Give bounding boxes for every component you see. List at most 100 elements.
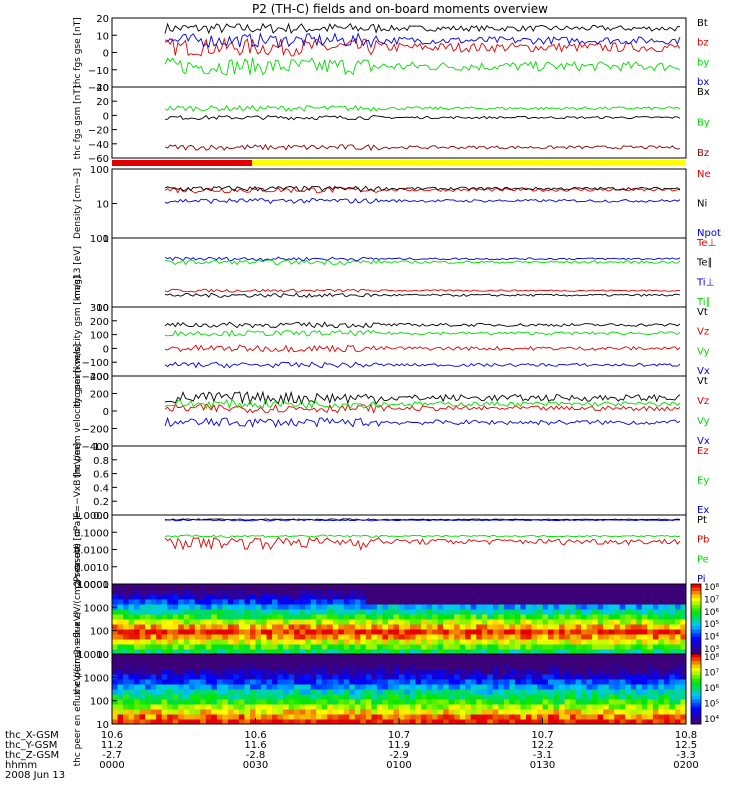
spectrogram-cell [619,709,626,715]
spectrogram-cell [625,714,632,720]
spectrogram-cell [167,654,174,660]
spectrogram-cell [542,659,549,665]
spectrogram-cell [415,674,422,680]
spectrogram-cell [183,594,190,600]
spectrogram-cell [112,634,119,640]
spectrogram-cell [189,624,196,630]
y-tick-label: −200 [82,425,109,436]
spectrogram-cell [172,674,179,680]
spectrogram-cell [399,599,406,605]
spectrogram-cell [194,694,201,700]
spectrogram-cell [332,639,339,645]
spectrogram-cell [641,604,648,610]
spectrogram-cell [321,604,328,610]
spectrogram-cell [277,614,284,620]
spectrogram-cell [205,589,212,595]
spectrogram-cell [222,699,229,705]
spectrogram-cell [305,594,312,600]
spectrogram-cell [525,659,532,665]
spectrogram-cell [454,584,461,590]
spectrogram-cell [349,674,356,680]
spectrogram-cell [503,714,510,720]
spectrogram-cell [421,644,428,650]
spectrogram-cell [338,714,345,720]
spectrogram-cell [294,614,301,620]
spectrogram-cell [608,719,615,725]
spectrogram-cell [117,679,124,685]
spectrogram-cell [288,609,295,615]
spectrogram-cell [581,634,588,640]
spectrogram-cell [387,714,394,720]
spectrogram-cell [619,644,626,650]
spectrogram-cell [630,664,637,670]
spectrogram-cell [680,674,687,680]
spectrogram-cell [542,709,549,715]
spectrogram-cell [327,639,334,645]
spectrogram-cell [277,609,284,615]
spectrogram-cell [134,599,141,605]
spectrogram-cell [465,659,472,665]
spectrogram-cell [222,719,229,725]
spectrogram-cell [542,644,549,650]
spectrogram-cell [614,674,621,680]
spectrogram-cell [525,634,532,640]
spectrogram-cell [145,589,152,595]
spectrogram-cell [354,609,361,615]
spectrogram-cell [222,674,229,680]
spectrogram-cell [288,704,295,710]
mode-bar-slow [112,160,252,166]
spectrogram-cell [399,629,406,635]
spectrogram-cell [492,699,499,705]
spectrogram-cell [266,714,273,720]
spectrogram-cell [564,619,571,625]
spectrogram-cell [531,669,538,675]
spectrogram-cell [476,664,483,670]
spectrogram-cell [205,684,212,690]
spectrogram-cell [520,624,527,630]
spectrogram-cell [371,674,378,680]
spectrogram-cell [415,589,422,595]
spectrogram-cell [459,589,466,595]
spectrogram-cell [211,639,218,645]
spectrogram-cell [548,639,555,645]
spectrogram-cell [459,709,466,715]
spectrogram-cell [288,709,295,715]
x-value: 0130 [530,760,555,771]
spectrogram-cell [459,644,466,650]
spectrogram-cell [238,664,245,670]
spectrogram-cell [481,659,488,665]
spectrogram-cell [222,609,229,615]
spectrogram-cell [514,594,521,600]
spectrogram-cell [481,589,488,595]
spectrogram-cell [514,599,521,605]
spectrogram-cell [525,714,532,720]
spectrogram-cell [310,649,317,655]
spectrogram-cell [327,664,334,670]
spectrogram-cell [200,634,207,640]
spectrogram-cell [150,609,157,615]
spectrogram-cell [592,584,599,590]
spectrogram-cell [492,669,499,675]
spectrogram-cell [586,659,593,665]
spectrogram-cell [200,584,207,590]
spectrogram-cell [299,654,306,660]
spectrogram-cell [570,719,577,725]
x-row-label: thc_Y-GSM [5,740,57,751]
spectrogram-cell [531,664,538,670]
spectrogram-cell [261,639,268,645]
spectrogram-cell [503,699,510,705]
spectrogram-cell [592,649,599,655]
spectrogram-cell [244,639,251,645]
spectrogram-cell [564,629,571,635]
spectrogram-cell [448,649,455,655]
spectrogram-cell [476,604,483,610]
spectrogram-cell [216,679,223,685]
spectrogram-cell [189,684,196,690]
spectrogram-cell [227,584,234,590]
spectrogram-cell [310,669,317,675]
spectrogram-cell [288,679,295,685]
spectrogram-cell [647,659,654,665]
spectrogram-cell [134,629,141,635]
spectrogram-cell [299,594,306,600]
